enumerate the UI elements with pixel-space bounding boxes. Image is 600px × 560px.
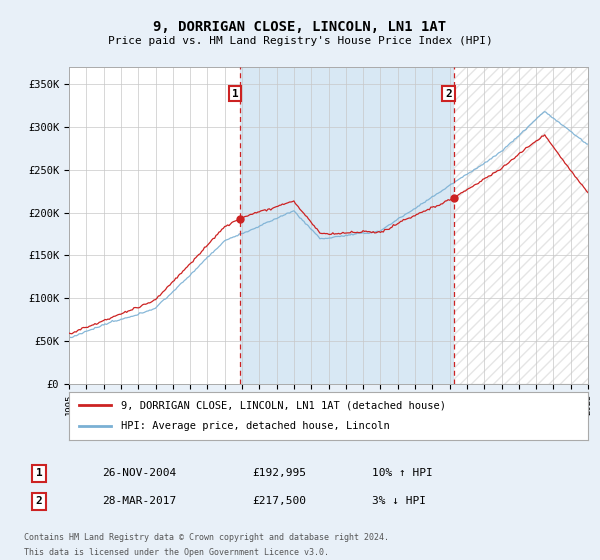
Bar [454,67,596,384]
Text: Contains HM Land Registry data © Crown copyright and database right 2024.: Contains HM Land Registry data © Crown c… [24,533,389,542]
Text: 3% ↓ HPI: 3% ↓ HPI [372,496,426,506]
Text: 10% ↑ HPI: 10% ↑ HPI [372,468,433,478]
Text: 2: 2 [35,496,43,506]
Text: 26-NOV-2004: 26-NOV-2004 [102,468,176,478]
Text: 28-MAR-2017: 28-MAR-2017 [102,496,176,506]
Text: Price paid vs. HM Land Registry's House Price Index (HPI): Price paid vs. HM Land Registry's House … [107,36,493,46]
Text: HPI: Average price, detached house, Lincoln: HPI: Average price, detached house, Linc… [121,421,389,431]
Text: £192,995: £192,995 [252,468,306,478]
Text: £217,500: £217,500 [252,496,306,506]
Bar [240,67,454,384]
Text: This data is licensed under the Open Government Licence v3.0.: This data is licensed under the Open Gov… [24,548,329,557]
Text: 9, DORRIGAN CLOSE, LINCOLN, LN1 1AT (detached house): 9, DORRIGAN CLOSE, LINCOLN, LN1 1AT (det… [121,400,446,410]
Text: 9, DORRIGAN CLOSE, LINCOLN, LN1 1AT: 9, DORRIGAN CLOSE, LINCOLN, LN1 1AT [154,20,446,34]
Text: 1: 1 [232,88,239,99]
Text: 1: 1 [35,468,43,478]
Text: 2: 2 [445,88,452,99]
